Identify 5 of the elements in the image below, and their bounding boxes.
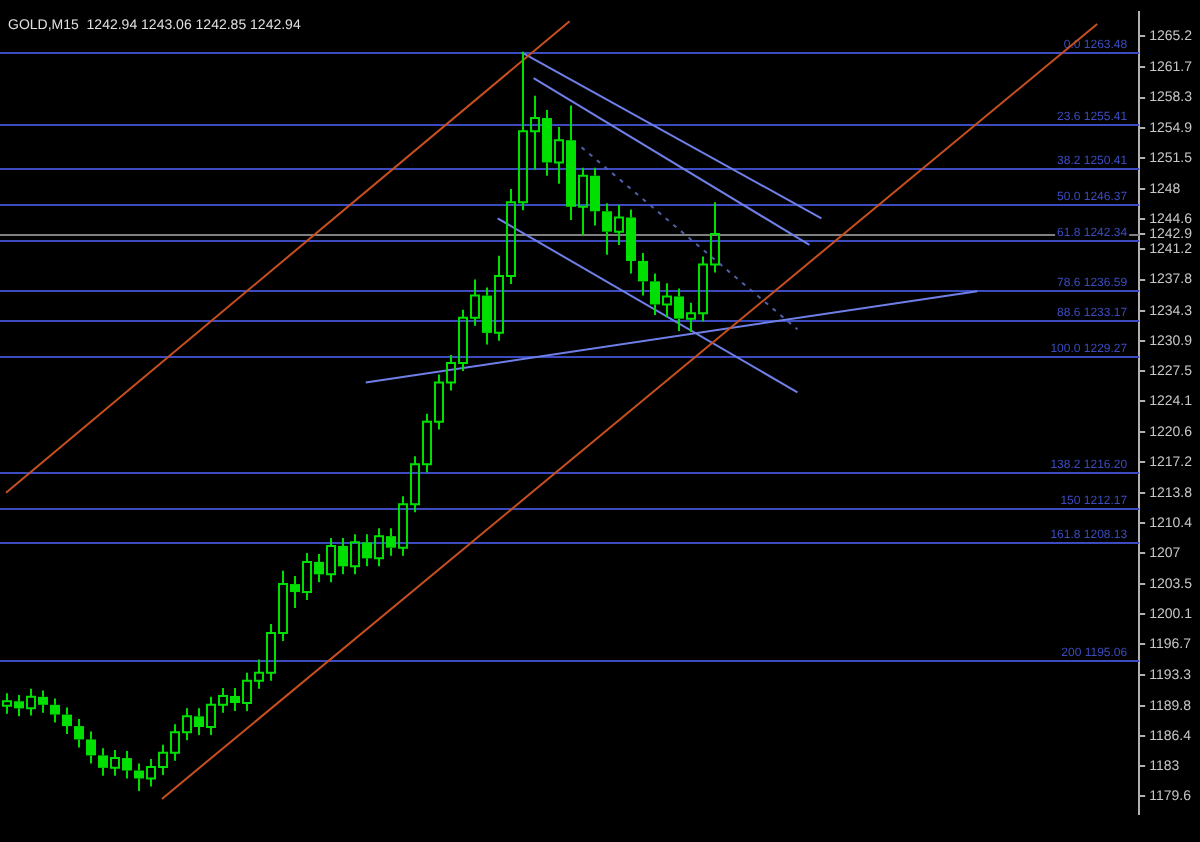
candlestick	[62, 706, 72, 736]
candlestick	[50, 697, 60, 724]
candlestick	[86, 730, 96, 765]
candlestick	[638, 251, 648, 297]
candlestick	[74, 718, 84, 749]
